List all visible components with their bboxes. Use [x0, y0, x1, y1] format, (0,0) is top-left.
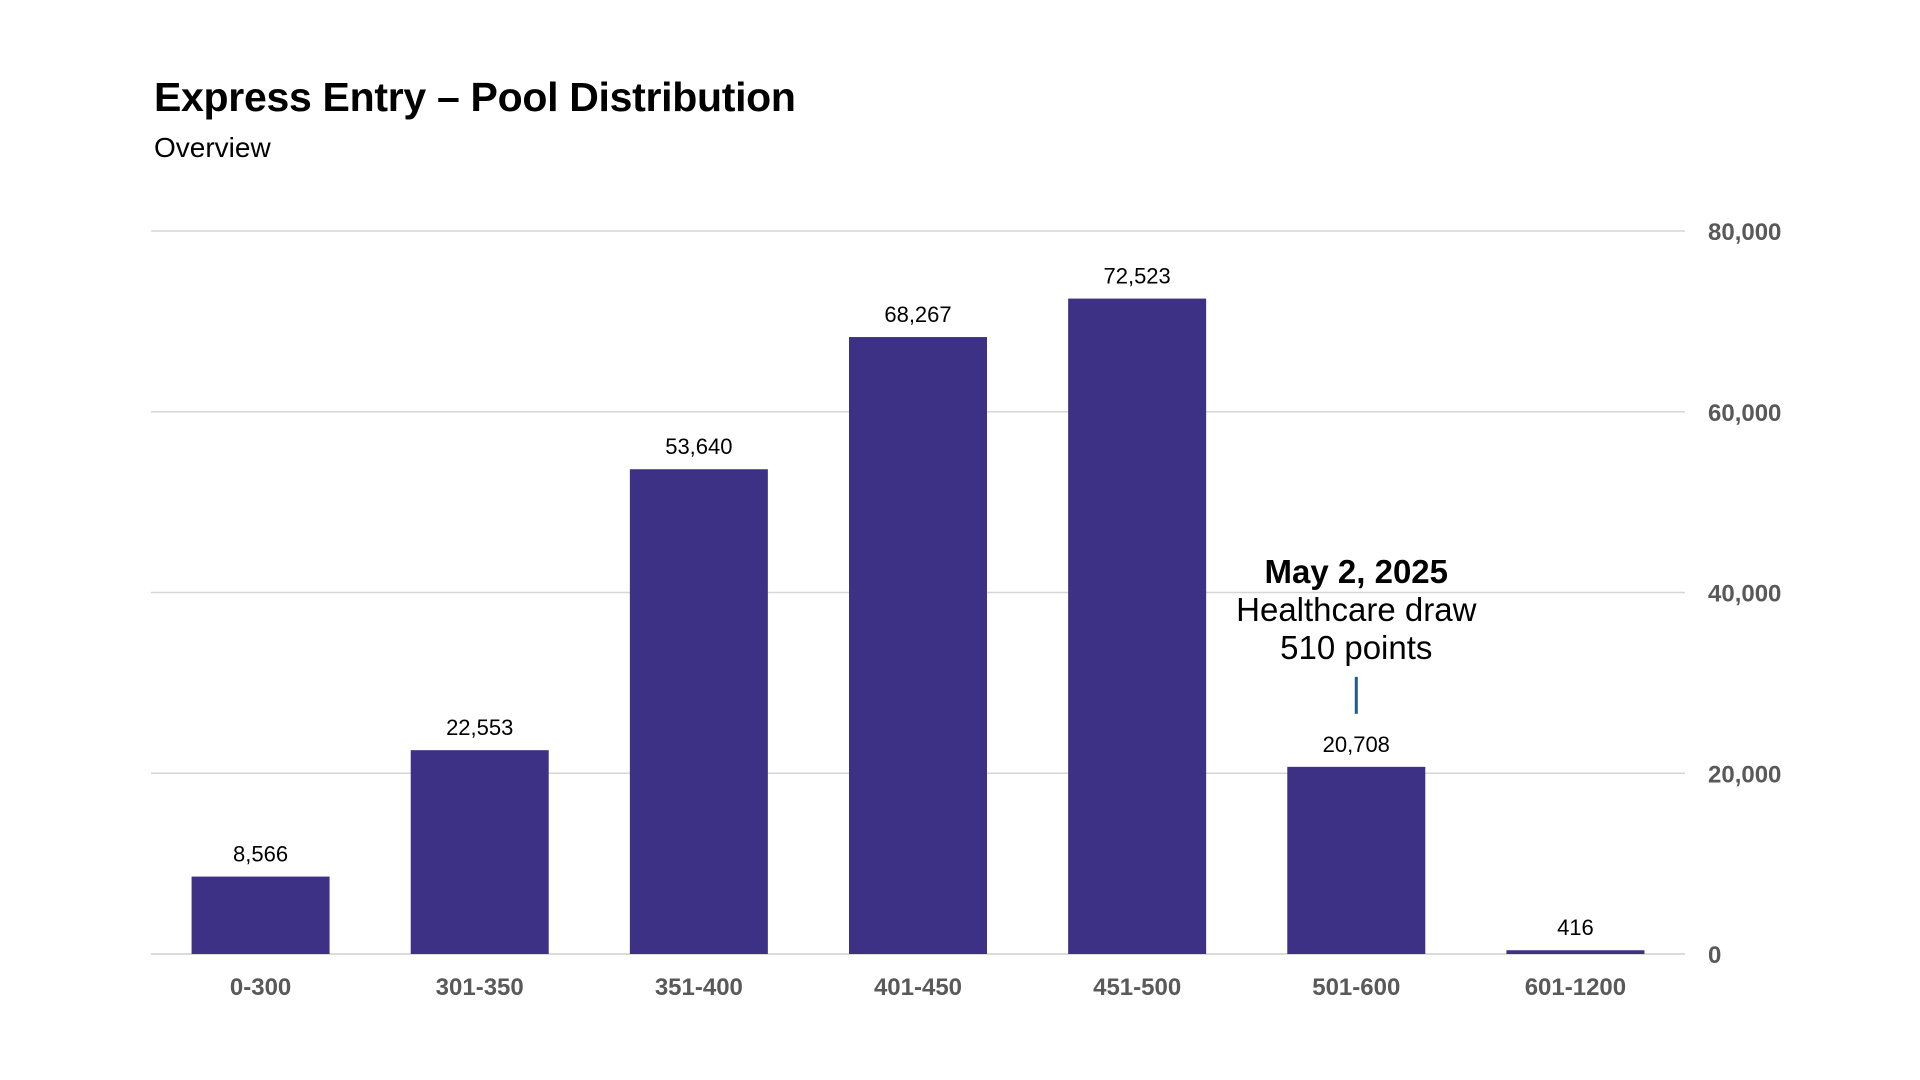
x-tick-label-301-350: 301-350 — [436, 974, 524, 1001]
x-tick-label-351-400: 351-400 — [655, 974, 743, 1001]
y-tick-label: 40,000 — [1708, 581, 1781, 608]
chart-subtitle: Overview — [154, 132, 271, 163]
x-axis: 0-300 301-350 351-400 401-450 451-500 501-600… — [230, 974, 1626, 1001]
data-label-0-300: 8,566 — [233, 842, 288, 867]
bar-401-450 — [849, 337, 987, 954]
annotation-title: May 2, 2025 — [1265, 553, 1448, 590]
bars — [191, 298, 1645, 955]
x-tick-label-401-450: 401-450 — [874, 974, 962, 1001]
bar-301-350 — [410, 750, 549, 954]
bar-0-300 — [191, 876, 330, 954]
data-label-301-350: 22,553 — [446, 715, 513, 740]
x-tick-label-501-600: 501-600 — [1312, 974, 1400, 1001]
y-tick-label: 20,000 — [1708, 761, 1781, 788]
x-tick-label-0-300: 0-300 — [230, 974, 291, 1001]
data-label-451-500: 72,523 — [1103, 264, 1170, 289]
bar-501-600 — [1287, 766, 1426, 954]
x-tick-label-601-1200: 601-1200 — [1525, 974, 1626, 1001]
data-label-601-1200: 416 — [1557, 915, 1594, 940]
data-label-401-450: 68,267 — [884, 302, 951, 327]
data-label-351-400: 53,640 — [665, 434, 732, 459]
bar-601-1200 — [1506, 950, 1645, 954]
annotation-line: Healthcare draw — [1236, 591, 1476, 628]
y-tick-label: 80,000 — [1708, 219, 1781, 246]
chart-title: Express Entry – Pool Distribution — [154, 74, 796, 120]
annotation-line: 510 points — [1280, 629, 1432, 666]
y-axis: 0 20,000 40,000 60,000 80,000 — [1708, 219, 1781, 969]
x-tick-label-451-500: 451-500 — [1093, 974, 1181, 1001]
data-label-501-600: 20,708 — [1323, 732, 1390, 757]
bar-451-500 — [1068, 298, 1207, 955]
bar-351-400 — [629, 469, 768, 954]
data-labels: 8,566 22,553 53,640 68,267 72,523 20,708 416 — [233, 264, 1594, 941]
y-tick-label: 60,000 — [1708, 400, 1781, 427]
y-tick-label: 0 — [1708, 942, 1721, 969]
